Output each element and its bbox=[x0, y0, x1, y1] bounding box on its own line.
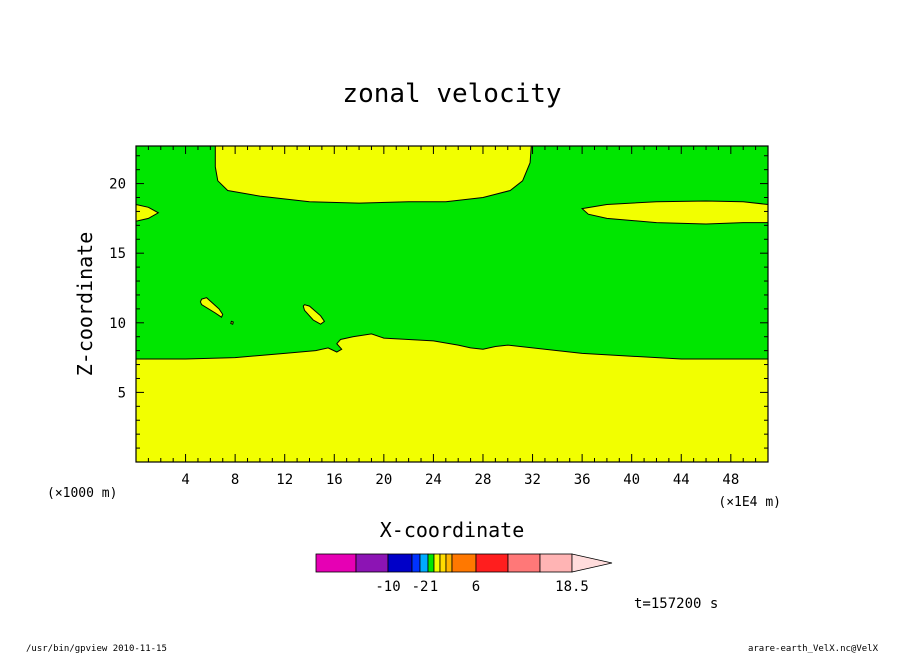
colorbar-label: 6 bbox=[472, 579, 480, 595]
colorbar bbox=[315, 553, 613, 573]
contour-regions bbox=[135, 145, 769, 463]
colorbar-swatch bbox=[387, 553, 413, 573]
colorbar-label: 18.5 bbox=[555, 579, 589, 595]
x-tick-label: 24 bbox=[425, 472, 442, 488]
x-tick-label: 12 bbox=[276, 472, 293, 488]
footer-right: arare-earth_VelX.nc@VelX bbox=[748, 644, 879, 654]
plot-area bbox=[135, 145, 769, 463]
footer-left: /usr/bin/gpview 2010-11-15 bbox=[26, 644, 167, 654]
y-tick-label: 5 bbox=[118, 385, 126, 401]
x-tick-label: 16 bbox=[326, 472, 343, 488]
colorbar-swatch bbox=[475, 553, 509, 573]
colorbar-swatch bbox=[419, 553, 429, 573]
x-tick-label: 32 bbox=[524, 472, 541, 488]
x-tick-label: 44 bbox=[673, 472, 690, 488]
colorbar-swatch bbox=[315, 553, 357, 573]
contour-region-blob-1 bbox=[199, 297, 224, 318]
tick-marks bbox=[136, 146, 768, 462]
x-tick-label: 48 bbox=[722, 472, 739, 488]
x-axis-label: X-coordinate bbox=[380, 518, 525, 542]
x-tick-labels: 4 8 12 16 20 24 28 32 36 40 44 48 bbox=[181, 472, 739, 488]
colorbar-swatch bbox=[451, 553, 477, 573]
x-tick-label: 4 bbox=[181, 472, 189, 488]
colorbar-swatch bbox=[411, 553, 421, 573]
colorbar-label: 1 bbox=[430, 579, 438, 595]
colorbar-swatch bbox=[507, 553, 541, 573]
colorbar-swatch bbox=[439, 553, 447, 573]
contour-region-blob-3 bbox=[230, 320, 234, 325]
time-label: t=157200 s bbox=[634, 596, 718, 612]
x-tick-label: 36 bbox=[574, 472, 591, 488]
x-tick-label: 28 bbox=[475, 472, 492, 488]
y-tick-labels: 5 10 15 20 bbox=[109, 177, 126, 402]
y-axis-label: Z-coordinate bbox=[73, 232, 97, 377]
contour-region-blob-2 bbox=[302, 304, 326, 325]
contour-region-upper-band bbox=[214, 145, 532, 204]
contour-region-lower-layer bbox=[135, 333, 769, 463]
plot-frame bbox=[135, 145, 769, 463]
y-tick-label: 15 bbox=[109, 246, 126, 262]
y-tick-label: 20 bbox=[109, 177, 126, 193]
colorbar-swatch bbox=[539, 553, 573, 573]
x-tick-label: 40 bbox=[623, 472, 640, 488]
colorbar-swatch bbox=[445, 553, 453, 573]
colorbar-label: -10 bbox=[375, 579, 400, 595]
chart-title: zonal velocity bbox=[342, 79, 561, 109]
x-tick-label: 8 bbox=[231, 472, 239, 488]
colorbar-swatch bbox=[433, 553, 441, 573]
colorbar-swatch bbox=[355, 553, 389, 573]
y-tick-label: 10 bbox=[109, 316, 126, 332]
colorbar-end-arrow bbox=[571, 553, 613, 573]
colorbar-label: -2 bbox=[412, 579, 429, 595]
colorbar-swatch bbox=[427, 553, 435, 573]
x-unit-right: (×1E4 m) bbox=[718, 495, 781, 510]
x-tick-label: 20 bbox=[375, 472, 392, 488]
x-unit-left: (×1000 m) bbox=[47, 486, 117, 501]
colorbar-labels: -10 -2 1 6 18.5 bbox=[375, 579, 589, 595]
